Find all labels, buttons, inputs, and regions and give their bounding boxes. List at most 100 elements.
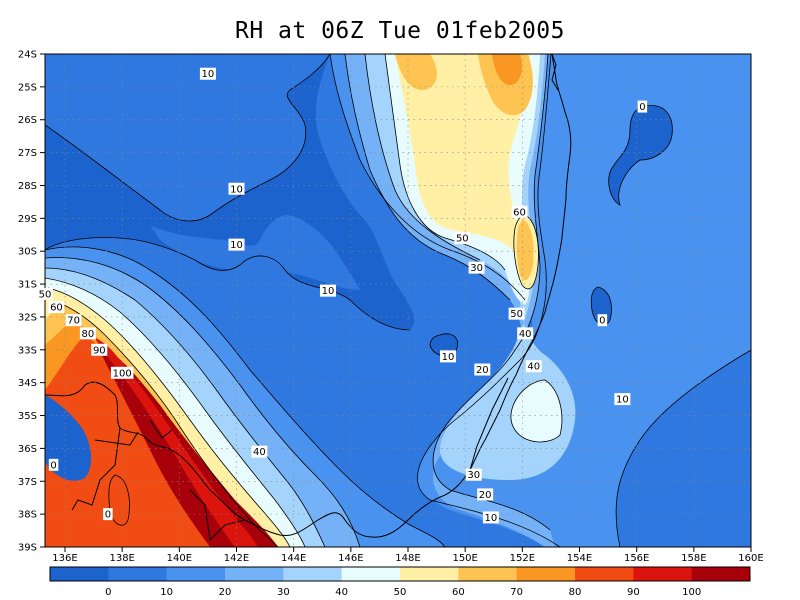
contour-label-bg — [597, 314, 608, 327]
contour-label-bg — [525, 360, 542, 373]
contour-label: 10 — [482, 511, 499, 524]
contour-label: 20 — [477, 488, 494, 501]
colorbar-label: 20 — [219, 587, 232, 598]
contour-label-text: 10 — [230, 184, 243, 195]
contour-label-bg — [228, 238, 245, 251]
colorbar-swatch — [575, 567, 634, 581]
contour-label-text: 30 — [467, 470, 480, 481]
rh-band-0-10-island-1 — [608, 105, 673, 205]
lon-tick-label: 136E — [52, 553, 77, 564]
contour-label-text: 80 — [82, 329, 95, 340]
rh-band-10-20-center — [150, 215, 360, 290]
contour-label-text: 100 — [113, 368, 132, 379]
contour-label-text: 10 — [322, 286, 335, 297]
contour-label: 10 — [440, 350, 457, 363]
contour-label: 10 — [199, 67, 216, 80]
contour-label: 40 — [517, 327, 534, 340]
contour-label: 0 — [103, 508, 113, 521]
colorbar-swatch — [633, 567, 693, 581]
contour-label-bg — [511, 205, 528, 218]
contour-label-text: 10 — [616, 395, 629, 406]
lon-tick-label: 158E — [681, 553, 706, 564]
contour-label-bg — [110, 366, 134, 379]
contour-label-bg — [48, 301, 65, 314]
contour-label-bg — [614, 393, 631, 406]
lon-tick-label: 140E — [167, 553, 192, 564]
contour-label: 0 — [48, 458, 59, 471]
contour-label-bg — [91, 343, 108, 356]
colorbar-swatch — [50, 567, 109, 581]
contour-label-text: 10 — [230, 240, 243, 251]
colorbar-label: 30 — [277, 587, 290, 598]
contour-label-bg — [482, 511, 499, 524]
rh-band-10-20-inner — [45, 54, 330, 222]
colorbar-label: 100 — [682, 587, 701, 598]
lon-tick-label: 156E — [624, 553, 649, 564]
contour-label-text: 0 — [639, 102, 645, 113]
contour-label-text: 30 — [470, 263, 483, 274]
contour-label-text: 50 — [510, 309, 523, 320]
contour-label: 60 — [48, 301, 65, 314]
lat-tick-label: 29S — [18, 214, 37, 225]
colorbar-label: 40 — [335, 587, 348, 598]
latitude-axis: 24S 25S 26S 27S 28S 29S 30S 31S 32S 33S 34S 35S 36S 3… — [18, 50, 45, 554]
lat-tick-label: 25S — [18, 82, 37, 93]
colorbar-frame — [49, 566, 751, 582]
map-frame — [44, 53, 752, 548]
contour-label-bg — [440, 350, 457, 363]
contour-label: 70 — [65, 314, 82, 327]
contour-label-bg — [508, 307, 525, 320]
lon-tick-label: 154E — [567, 553, 592, 564]
contour-label-text: 0 — [50, 460, 56, 471]
colorbar-label: 10 — [160, 587, 173, 598]
contour-label-text: 40 — [519, 329, 532, 340]
contour-label-bg — [319, 284, 336, 297]
colorbar-label: 80 — [569, 587, 582, 598]
lon-tick-label: 160E — [738, 553, 763, 564]
lon-tick-label: 150E — [452, 553, 477, 564]
colorbar-swatch — [516, 567, 576, 581]
lat-tick-label: 39S — [18, 543, 37, 554]
longitude-axis: 136E 138E 140E 142E 144E 146E 148E 150E 152E 154E… — [52, 547, 764, 564]
contour-label-text: 60 — [50, 303, 63, 314]
lat-tick-label: 27S — [18, 148, 37, 159]
colorbar-swatch — [341, 567, 401, 581]
colorbar-label: 70 — [510, 587, 523, 598]
contour-label: 50 — [37, 287, 53, 300]
lat-tick-label: 28S — [18, 181, 37, 192]
contour-label-text: 10 — [485, 513, 498, 524]
contour-label-text: 20 — [476, 365, 489, 376]
contour-label: 0 — [637, 100, 648, 113]
contour-label-text: 40 — [527, 362, 540, 373]
contour-label-bg — [37, 287, 53, 300]
coastline — [45, 54, 572, 541]
lat-tick-label: 37S — [18, 477, 37, 488]
rh-band-70-80-a — [395, 54, 437, 91]
contour-label-bg — [251, 445, 268, 458]
contour-label: 10 — [228, 238, 245, 251]
contour-label: 50 — [508, 307, 525, 320]
contour-label: 100 — [110, 366, 134, 379]
contour-label-bg — [103, 508, 113, 521]
rh-band-10-20-bottom — [430, 518, 560, 547]
contour-label: 30 — [465, 468, 482, 481]
lat-tick-label: 35S — [18, 411, 37, 422]
contour-label-text: 50 — [456, 234, 469, 245]
contour-label-text: 0 — [599, 316, 605, 327]
colorbar-swatch — [108, 567, 168, 581]
contour-label: 80 — [79, 327, 96, 340]
contour-label-text: 70 — [67, 316, 80, 327]
contour-label-text: 40 — [253, 447, 266, 458]
rh-band-90-100-core — [95, 338, 258, 547]
contour-label-bg — [474, 363, 491, 376]
lon-tick-label: 138E — [109, 553, 134, 564]
contour-label-bg — [517, 327, 534, 340]
contour-label-text: 20 — [479, 490, 492, 501]
contour-label: 30 — [468, 261, 485, 274]
contour-label-bg — [65, 314, 82, 327]
colorbar-label: 50 — [394, 587, 407, 598]
contour-label: 40 — [525, 360, 542, 373]
lon-tick-label: 144E — [281, 553, 306, 564]
